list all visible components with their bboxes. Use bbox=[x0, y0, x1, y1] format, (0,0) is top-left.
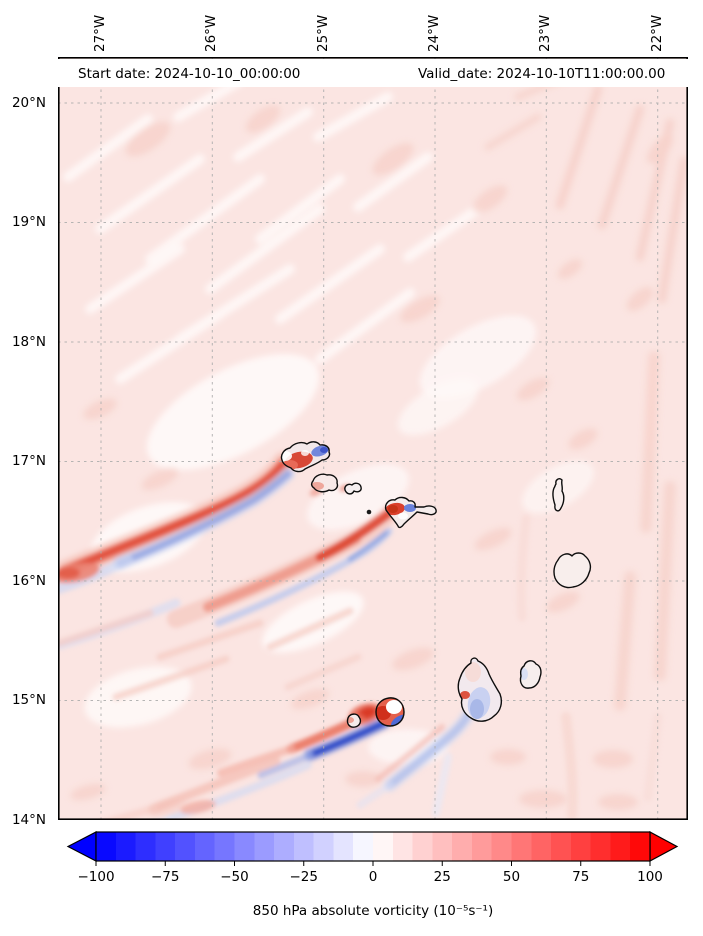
colorbar-gradient bbox=[95, 831, 651, 862]
colorbar-tick-label: 0 bbox=[368, 869, 378, 885]
island-coastlines bbox=[280, 441, 592, 728]
plot-border bbox=[58, 57, 688, 820]
vortex-wakes bbox=[58, 451, 663, 820]
colorbar-tick-label: 25 bbox=[433, 869, 451, 885]
valid-date-label: Valid_date: 2024-10-10T11:00:00.00 bbox=[418, 66, 666, 82]
lon-tick-label: 27°W bbox=[92, 14, 108, 52]
colorbar-tick-label: 50 bbox=[502, 869, 521, 885]
map-plot: Start date: 2024-10-10_00:00:00 Valid_da… bbox=[58, 57, 688, 820]
start-date-label: Start date: 2024-10-10_00:00:00 bbox=[78, 66, 301, 82]
lon-tick-label: 24°W bbox=[426, 14, 442, 52]
lat-tick-label: 14°N bbox=[11, 812, 46, 828]
islet-dot bbox=[366, 509, 372, 515]
colorbar bbox=[66, 830, 679, 866]
colorbar-tick-label: −100 bbox=[77, 869, 115, 885]
lat-tick-label: 17°N bbox=[11, 453, 46, 469]
lon-tick-label: 22°W bbox=[649, 14, 665, 52]
colorbar-tick-label: −75 bbox=[151, 869, 180, 885]
lat-tick-label: 19°N bbox=[11, 214, 46, 230]
colorbar-tick-label: 75 bbox=[572, 869, 590, 885]
colorbar-tick-label: 100 bbox=[637, 869, 663, 885]
colorbar-tick-label: −25 bbox=[289, 869, 319, 885]
field-texture bbox=[63, 68, 688, 818]
lat-tick-label: 20°N bbox=[11, 95, 46, 111]
lat-tick-label: 18°N bbox=[11, 334, 46, 350]
colorbar-label: 850 hPa absolute vorticity (10⁻⁵s⁻¹) bbox=[252, 903, 494, 919]
lon-tick-label: 23°W bbox=[537, 14, 553, 52]
map-canvas bbox=[58, 57, 688, 820]
title-band: Start date: 2024-10-10_00:00:00 Valid_da… bbox=[58, 59, 688, 87]
lat-tick-label: 16°N bbox=[11, 573, 46, 589]
gridlines bbox=[58, 57, 688, 820]
lon-tick-label: 26°W bbox=[203, 14, 219, 52]
colorbar-tick-label: −50 bbox=[220, 869, 249, 885]
colorbar-max-arrow bbox=[649, 830, 679, 863]
lon-tick-label: 25°W bbox=[315, 14, 331, 52]
colorbar-tick-marks bbox=[95, 861, 651, 866]
colorbar-min-arrow bbox=[66, 831, 97, 862]
lat-tick-label: 15°N bbox=[11, 692, 46, 708]
